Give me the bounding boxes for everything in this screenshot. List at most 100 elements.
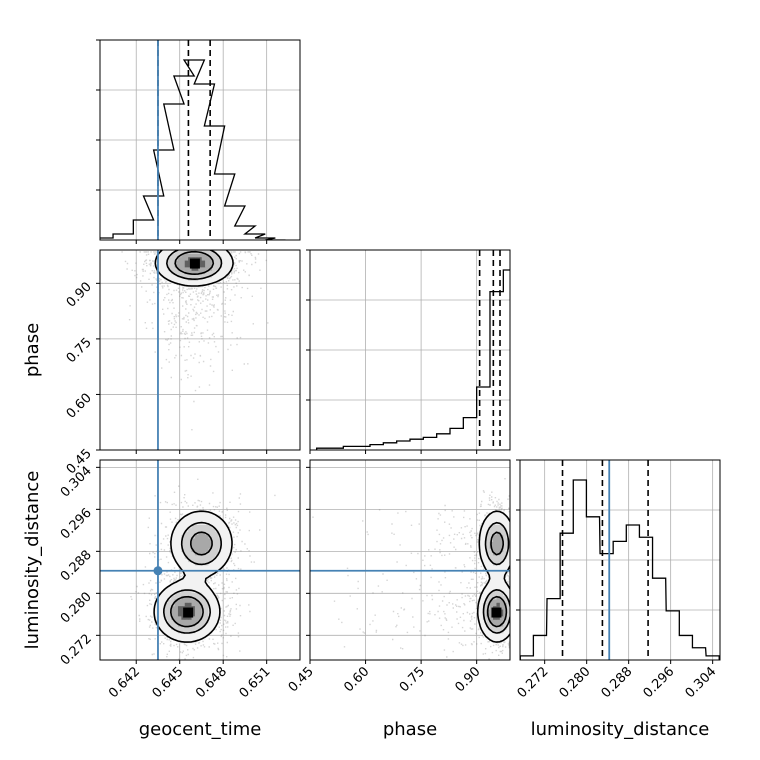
density-cell xyxy=(164,266,169,271)
panel-clip-group xyxy=(100,250,300,450)
density-cell xyxy=(184,585,189,590)
density-cell xyxy=(198,612,203,617)
density-cell xyxy=(191,602,196,607)
density-cell xyxy=(201,554,206,559)
density-cell xyxy=(174,541,179,546)
density-cell xyxy=(215,609,220,613)
density-cell xyxy=(506,558,510,563)
density-cell xyxy=(201,602,206,607)
density-cell xyxy=(211,595,216,600)
density-cell xyxy=(211,554,216,559)
density-cell xyxy=(503,605,508,610)
density-cell xyxy=(161,622,165,627)
density-cell xyxy=(215,521,220,525)
density-cell xyxy=(499,598,504,603)
density-cell xyxy=(161,263,165,268)
density-cell xyxy=(205,588,209,593)
density-cell xyxy=(188,626,192,630)
contour-line xyxy=(153,510,233,643)
density-cell xyxy=(479,544,484,549)
density-cell xyxy=(198,544,203,549)
density-cell xyxy=(201,565,206,569)
density-cell xyxy=(208,531,213,535)
density-cell xyxy=(167,273,172,278)
density-cell xyxy=(499,565,504,569)
density-cell xyxy=(493,510,497,515)
density-cell xyxy=(222,561,226,566)
density-cell xyxy=(177,582,182,586)
density-cell xyxy=(506,531,510,535)
density-cell xyxy=(171,273,175,278)
density-cell xyxy=(208,629,213,634)
density-cell xyxy=(493,619,497,624)
density-cell xyxy=(493,541,497,546)
density-cell xyxy=(506,551,510,556)
density-cell xyxy=(222,266,226,271)
density-cell xyxy=(164,588,169,593)
density-cell xyxy=(493,571,497,576)
density-cell xyxy=(503,619,508,624)
density-cell xyxy=(181,636,186,641)
density-cell xyxy=(211,551,216,556)
density-cell xyxy=(503,588,508,593)
density-cell xyxy=(161,266,165,271)
density-cell xyxy=(154,609,159,613)
density-cell xyxy=(177,524,182,529)
density-cell xyxy=(489,554,494,559)
density-cell xyxy=(503,595,508,600)
density-cell xyxy=(174,592,179,596)
density-cell xyxy=(489,517,494,522)
density-cell xyxy=(174,544,179,549)
density-cell xyxy=(208,595,213,600)
density-cell xyxy=(167,632,172,637)
density-cell xyxy=(184,517,189,522)
density-cell xyxy=(208,517,213,522)
panel-clip-group xyxy=(100,460,300,660)
density-cell xyxy=(503,541,508,546)
density-cell xyxy=(157,266,162,271)
density-cell xyxy=(177,561,182,566)
density-cell xyxy=(503,598,508,603)
density-cell xyxy=(174,615,179,620)
density-cell xyxy=(174,585,179,590)
density-cell xyxy=(489,585,494,590)
density-cell xyxy=(174,277,179,281)
density-cell xyxy=(177,595,182,600)
density-cell xyxy=(482,537,487,542)
density-cell xyxy=(208,598,213,603)
density-cell xyxy=(201,578,206,583)
density-cell xyxy=(205,280,209,285)
density-cell xyxy=(225,534,230,539)
density-cell xyxy=(211,266,216,271)
density-cell xyxy=(184,270,189,275)
density-cell xyxy=(181,629,186,634)
density-cell xyxy=(194,609,199,613)
density-cell xyxy=(188,602,192,607)
density-cell xyxy=(194,595,199,600)
density-cell xyxy=(482,551,487,556)
density-cell xyxy=(181,554,186,559)
density-cell xyxy=(191,266,196,271)
density-cell xyxy=(194,527,199,532)
density-cell xyxy=(184,266,189,271)
density-cell xyxy=(228,266,233,271)
density-cell xyxy=(161,256,165,261)
density-cell xyxy=(225,527,230,532)
density-cell xyxy=(164,609,169,613)
density-cell xyxy=(493,592,497,596)
density-cell xyxy=(205,585,209,590)
density-cell xyxy=(181,527,186,532)
density-cell xyxy=(208,537,213,542)
density-cell xyxy=(496,524,501,529)
density-cell xyxy=(225,253,230,258)
density-cell xyxy=(499,531,504,535)
density-cell xyxy=(506,554,510,559)
contour-line xyxy=(476,510,510,643)
density-cell xyxy=(157,263,162,268)
density-cell xyxy=(161,260,165,264)
density-cell xyxy=(194,565,199,569)
density-cell xyxy=(171,612,175,617)
density-cell xyxy=(218,517,223,522)
density-cell xyxy=(171,256,175,261)
